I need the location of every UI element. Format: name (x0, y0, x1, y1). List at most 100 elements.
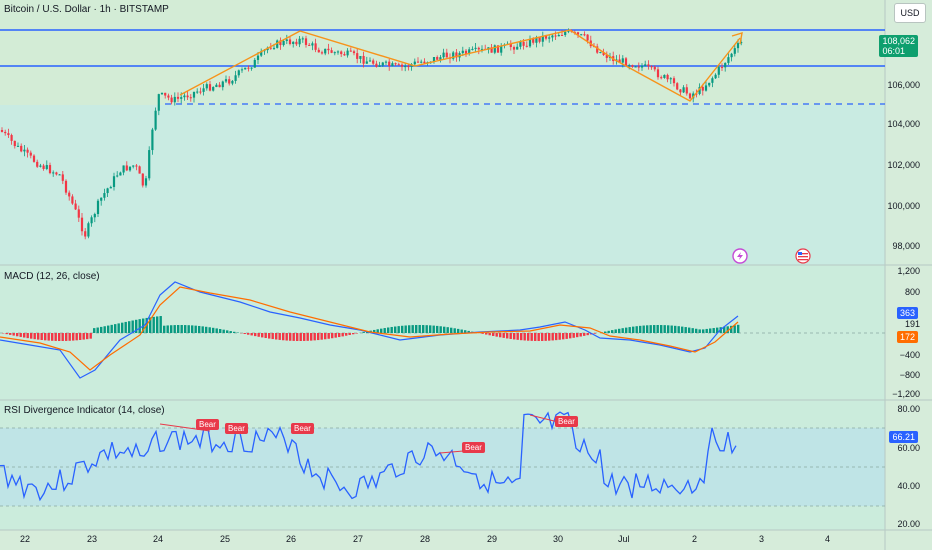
macd-histogram-bar (499, 333, 502, 338)
macd-histogram-bar (135, 319, 138, 333)
candle-body (631, 65, 634, 67)
price-axis-label: 106,000 (887, 80, 920, 90)
candle-body (247, 67, 250, 69)
candle-body (576, 32, 580, 35)
candle-body (656, 69, 660, 78)
candle-body (58, 174, 61, 176)
candle-body (196, 91, 199, 93)
candle-body (397, 64, 400, 66)
macd-histogram-bar (250, 333, 253, 336)
candle-body (714, 74, 717, 79)
macd-histogram-bar (688, 327, 691, 333)
candle-body (522, 41, 525, 46)
candle-body (96, 200, 100, 215)
macd-histogram-bar (338, 333, 341, 338)
macd-histogram-bar (117, 323, 120, 333)
candle-body (349, 50, 352, 52)
macd-histogram (2, 316, 740, 341)
candle-body (477, 47, 480, 50)
macd-histogram-bar (243, 333, 246, 334)
candle-body (61, 174, 64, 181)
candle-body (365, 61, 368, 64)
candle-body (621, 58, 624, 63)
macd-histogram-bar (716, 327, 719, 333)
candle-body (525, 45, 528, 47)
macd-histogram-bar (89, 333, 92, 339)
macd-histogram-bar (618, 328, 621, 333)
candle-body (468, 49, 471, 54)
macd-histogram-bar (12, 333, 15, 336)
candle-body (455, 52, 458, 58)
macd-histogram-bar (534, 333, 537, 341)
candle-body (87, 223, 90, 237)
candle-body (157, 94, 160, 111)
macd-histogram-bar (93, 328, 96, 333)
candle-body (602, 52, 605, 56)
candle-body (436, 57, 439, 60)
candle-body (439, 57, 442, 60)
candle-body (10, 135, 13, 141)
candle-body (404, 66, 407, 68)
macd-histogram-bar (684, 327, 687, 333)
flash-icon[interactable] (732, 248, 748, 264)
currency-button[interactable]: USD (894, 3, 926, 23)
macd-histogram-bar (663, 325, 666, 333)
candle-body (68, 192, 71, 197)
macd-title: MACD (12, 26, close) (4, 271, 100, 282)
candle-body (180, 97, 183, 99)
rsi-title: RSI Divergence Indicator (14, close) (4, 405, 165, 416)
macd-histogram-bar (16, 333, 19, 337)
bear-label: Bear (225, 423, 248, 434)
candle-body (647, 64, 650, 67)
us-flag-icon[interactable] (795, 248, 811, 264)
candle-body (372, 60, 375, 64)
macd-histogram-bar (47, 333, 50, 341)
macd-histogram-bar (604, 331, 607, 333)
macd-histogram-bar (411, 325, 414, 333)
candle-body (205, 84, 208, 89)
candle-body (688, 93, 692, 99)
macd-histogram-bar (184, 325, 187, 333)
macd-histogram-bar (51, 333, 54, 341)
candle-body (541, 35, 544, 42)
candle-body (557, 34, 560, 37)
macd-histogram-bar (58, 333, 61, 341)
candle-body (711, 78, 714, 83)
pattern-drawing (179, 29, 741, 102)
macd-histogram-bar (303, 333, 306, 341)
macd-histogram-bar (649, 325, 652, 333)
macd-histogram-bar (656, 325, 659, 333)
candle-body (442, 52, 445, 58)
macd-histogram-bar (331, 333, 334, 339)
candle-body (292, 41, 295, 44)
macd-histogram-bar (544, 333, 547, 341)
macd-histogram-bar (670, 325, 673, 333)
macd-histogram-bar (257, 333, 260, 337)
macd-histogram-bar (502, 333, 505, 338)
candle-body (29, 152, 32, 156)
candle-body (464, 50, 468, 54)
candle-body (384, 61, 388, 63)
macd-histogram-bar (387, 327, 390, 333)
candle-body (23, 149, 26, 152)
bear-label: Bear (196, 419, 219, 430)
candle-countdown: 06:01 (882, 46, 905, 56)
macd-histogram-bar (233, 331, 236, 333)
macd-histogram-bar (219, 329, 222, 333)
candle-body (272, 47, 276, 49)
rsi-axis-label: 40.00 (897, 481, 920, 491)
candle-body (192, 91, 196, 98)
macd-histogram-bar (572, 333, 575, 338)
macd-histogram-bar (362, 332, 365, 333)
candle-body (333, 52, 336, 54)
candle-body (125, 165, 128, 171)
macd-histogram-bar (320, 333, 323, 340)
candle-body (544, 35, 548, 39)
candle-body (535, 37, 538, 43)
macd-histogram-bar (86, 333, 89, 340)
candle-body (730, 53, 733, 58)
candle-body (493, 45, 496, 53)
macd-histogram-bar (341, 333, 344, 337)
time-axis-label: 25 (220, 534, 231, 544)
candle-body (381, 62, 384, 66)
